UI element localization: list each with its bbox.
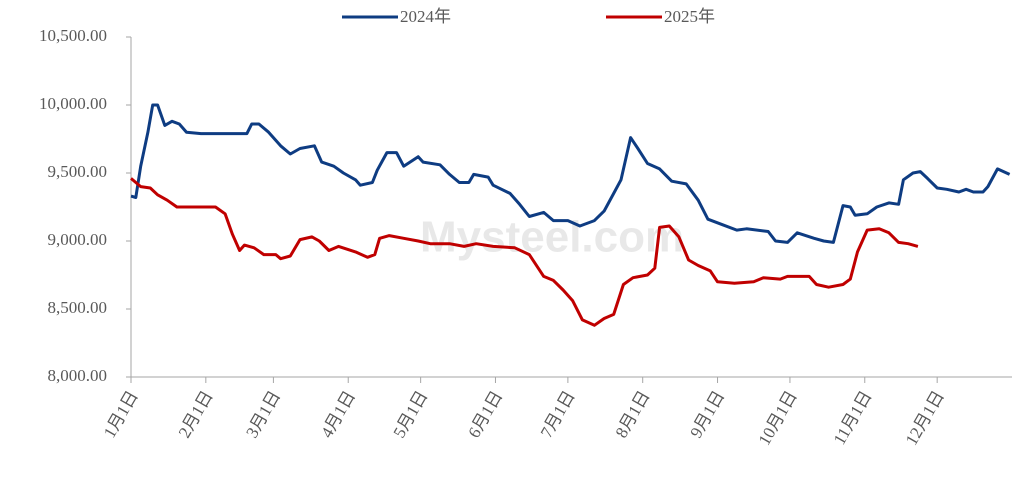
x-tick-label: 8月1日 bbox=[612, 387, 654, 441]
y-tick-label: 9,000.00 bbox=[48, 230, 108, 249]
y-tick-label: 10,500.00 bbox=[39, 26, 107, 45]
x-tick-label: 11月1日 bbox=[830, 387, 876, 447]
x-tick-label: 5月1日 bbox=[390, 387, 432, 441]
y-tick-label: 9,500.00 bbox=[48, 162, 108, 181]
y-tick-label: 8,000.00 bbox=[48, 366, 108, 385]
y-tick-label: 10,000.00 bbox=[39, 94, 107, 113]
x-tick-label: 12月1日 bbox=[902, 387, 948, 448]
x-tick-label: 4月1日 bbox=[317, 387, 359, 441]
x-tick-label: 6月1日 bbox=[464, 387, 506, 441]
legend-label: 2024年 bbox=[400, 7, 451, 26]
y-tick-label: 8,500.00 bbox=[48, 298, 108, 317]
x-tick-label: 3月1日 bbox=[242, 387, 284, 441]
x-tick-label: 9月1日 bbox=[686, 387, 728, 441]
x-tick-label: 1月1日 bbox=[100, 387, 142, 441]
x-tick-label: 7月1日 bbox=[537, 387, 579, 441]
x-tick-label: 2月1日 bbox=[175, 387, 217, 441]
series-line bbox=[130, 103, 1011, 244]
legend-label: 2025年 bbox=[664, 7, 715, 26]
series-line bbox=[130, 177, 919, 327]
x-tick-label: 10月1日 bbox=[755, 387, 801, 448]
